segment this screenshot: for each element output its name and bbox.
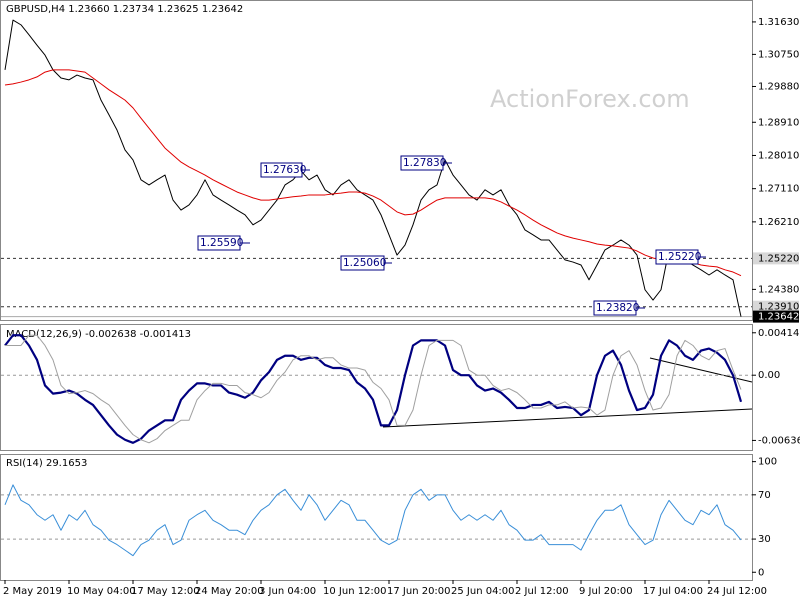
- x-tick-label: 3 Jun 04:00: [259, 586, 316, 597]
- x-tick-label: 2 May 2019: [3, 586, 62, 597]
- level-label-box: [753, 300, 799, 313]
- series-line: [4, 484, 742, 557]
- annotation: 1.27830: [400, 155, 452, 171]
- x-tick-label: 24 Jul 12:00: [707, 586, 767, 597]
- y-tick-label: 70: [758, 490, 771, 501]
- annotation: 1.23820: [593, 300, 645, 316]
- y-tick-label: 0.00: [758, 370, 780, 381]
- watermark: ActionForex.com: [490, 85, 690, 113]
- x-tick-label: 10 May 04:00: [67, 586, 136, 597]
- x-tick-label: 25 Jun 04:00: [451, 586, 515, 597]
- annotation: 1.25590: [197, 235, 250, 251]
- macd-title: MACD(12,26,9) -0.002638 -0.001413: [6, 329, 191, 340]
- y-tick-label: 1.27110: [758, 184, 799, 195]
- y-tick-label: 1.30750: [758, 49, 799, 60]
- current-price-box: [753, 310, 799, 323]
- annotation: 1.27630: [260, 162, 310, 178]
- rsi-panel: [0, 454, 753, 581]
- y-tick-label: 0.004141: [758, 328, 800, 339]
- y-tick-label: 1.28910: [758, 117, 799, 128]
- x-tick-label: 17 Jun 20:00: [387, 586, 451, 597]
- x-tick-label: 10 Jun 12:00: [323, 586, 387, 597]
- annotation: 1.25060: [340, 255, 392, 271]
- macd-resistance-trendline: [649, 357, 753, 383]
- price-title: GBPUSD,H4 1.23660 1.23734 1.23625 1.2364…: [6, 4, 243, 15]
- x-tick-label: 2 Jul 12:00: [515, 586, 569, 597]
- annotation-label: 1.25220: [658, 251, 701, 263]
- series-line: [5, 334, 742, 444]
- series-line: [4, 69, 742, 277]
- x-tick-label: 24 May 20:00: [195, 586, 264, 597]
- y-tick-label: 1.31630: [758, 17, 799, 28]
- y-tick-label: 100: [758, 457, 777, 468]
- y-tick-label: 1.24380: [758, 284, 799, 295]
- annotation: 1.25220: [655, 249, 706, 265]
- level-label: 1.25220: [758, 253, 799, 264]
- annotation-label: 1.25590: [200, 237, 243, 249]
- macd-panel: [0, 324, 753, 451]
- y-tick-label: 30: [758, 534, 771, 545]
- y-tick-label: 1.28010: [758, 150, 799, 161]
- current-price-label: 1.23642: [758, 312, 799, 323]
- macd-support-trendline: [382, 408, 753, 428]
- annotation-label: 1.25060: [343, 257, 386, 269]
- level-label-box: [753, 252, 799, 265]
- annotation-label: 1.27830: [403, 157, 446, 169]
- y-tick-label: 1.29880: [758, 81, 799, 92]
- rsi-title: RSI(14) 29.1653: [6, 458, 87, 469]
- y-tick-label: -0.006365: [758, 435, 800, 446]
- level-label: 1.23910: [758, 302, 799, 313]
- x-tick-label: 9 Jul 20:00: [579, 586, 633, 597]
- price-panel: [0, 0, 753, 321]
- x-tick-label: 17 May 12:00: [131, 586, 200, 597]
- annotation-label: 1.23820: [596, 302, 639, 314]
- y-tick-label: 1.26210: [758, 217, 799, 228]
- annotations: 1.27630 1.25590 1.25060 1.27830 1.25220 …: [197, 155, 706, 316]
- series-line: [4, 19, 742, 317]
- annotation-label: 1.27630: [263, 164, 306, 176]
- y-tick-label: 0: [758, 567, 764, 578]
- series-line: [4, 334, 743, 444]
- x-tick-label: 17 Jul 04:00: [643, 586, 703, 597]
